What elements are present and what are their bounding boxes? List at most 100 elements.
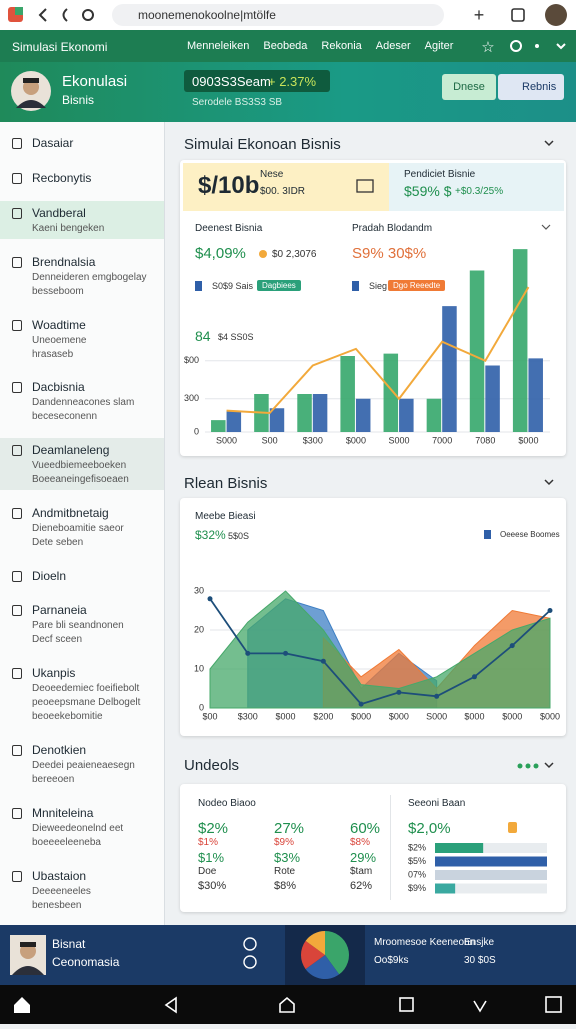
button[interactable]: Dnese bbox=[442, 74, 496, 100]
sidebar-item[interactable]: Mnniteleina Dieweedeonelnd eet boeeeeleene… bbox=[0, 801, 164, 853]
sub-value: 84 bbox=[195, 328, 211, 344]
header-icons: ☆ bbox=[481, 39, 566, 56]
item-desc: Dandenneacones slam bbox=[32, 397, 135, 409]
legend-entry: Sieg bbox=[352, 281, 387, 291]
url-text: moonemenokoolne|mtölfe bbox=[138, 8, 276, 22]
table-cell: Rote bbox=[274, 866, 296, 878]
icon bbox=[12, 870, 22, 882]
nav: Menneleiken Beobeda Rekonia Adeser Agiter bbox=[187, 40, 453, 52]
nav-link[interactable]: Rekonia bbox=[321, 40, 362, 52]
table: $2% 27% 60% $1% $9% $8% $1% $3% 29% Doe Rote $tam $3… bbox=[198, 819, 426, 894]
bottom-right-title: Mroomesoe Keeneonn bbox=[374, 937, 476, 948]
icon bbox=[12, 256, 22, 268]
ticker-box bbox=[184, 70, 330, 92]
item-label: Woadtime bbox=[32, 317, 86, 332]
nav-link[interactable]: Agiter bbox=[424, 40, 454, 52]
ticker-note: Serodele BS3S3 SB bbox=[192, 97, 283, 108]
icon bbox=[12, 605, 22, 617]
item-desc: Uneoemene bbox=[32, 334, 87, 346]
table-cell: $30% bbox=[198, 880, 227, 893]
sidebar-item[interactable]: Deamlaneleng Vueedbiemeeboeken Boeeaneinge… bbox=[0, 438, 164, 491]
kpi-left bbox=[183, 163, 389, 211]
item-label: Dioeln bbox=[32, 568, 67, 583]
item-desc: Kaeni bengeken bbox=[32, 222, 105, 234]
item-label: Dacbisnia bbox=[32, 380, 85, 395]
table-cell: 62% bbox=[350, 880, 373, 893]
table-cell: $3% bbox=[274, 849, 301, 865]
bottom-right-b: 30 $0S bbox=[464, 955, 496, 966]
item-label: Dasaiar bbox=[32, 136, 74, 151]
progress-value: $2,0% bbox=[408, 820, 451, 837]
section-title: Simulai Ekonoan Bisnis bbox=[184, 136, 341, 153]
sidebar-item[interactable]: Ukanpis Deoeedemiec foeifiebolt peoeepsman… bbox=[0, 661, 164, 727]
button[interactable]: Rebnis bbox=[498, 74, 564, 100]
sidebar-item[interactable]: Dasaiar bbox=[0, 131, 164, 155]
item-desc: beoeekebomitie bbox=[32, 711, 103, 723]
legend-entry: S0$9 Sais bbox=[195, 281, 253, 291]
sidebar-item[interactable]: Dacbisnia Dandenneacones slam beceseconenn bbox=[0, 375, 164, 427]
icon bbox=[12, 173, 22, 185]
system-icons bbox=[14, 996, 562, 1014]
table-row: $30% $8% 62% bbox=[198, 879, 426, 894]
sub-note: $4 SS0S bbox=[218, 332, 254, 342]
item-desc: Vueedbiemeeboeken bbox=[32, 460, 127, 472]
icon bbox=[12, 570, 22, 582]
icon bbox=[12, 445, 22, 457]
panel-value: S9% 30$% bbox=[352, 245, 427, 262]
panel-title: Deenest Bisnia bbox=[195, 223, 263, 234]
kpi-right-title: Pendiciet Bisnie bbox=[404, 169, 476, 180]
svg-text:☆: ☆ bbox=[481, 39, 494, 56]
table-row: $1% $9% $8% bbox=[198, 836, 426, 851]
url-bar[interactable]: moonemenokoolne|mtölfe bbox=[112, 4, 444, 26]
item-label: Recbonytis bbox=[32, 171, 92, 186]
table-cell: 27% bbox=[274, 819, 305, 837]
brand: Simulasi Ekonomi bbox=[12, 40, 108, 54]
table-cell: 29% bbox=[350, 849, 377, 865]
item-desc: Deeeeneeles bbox=[32, 885, 91, 897]
bottom-name: Bisnat bbox=[52, 937, 86, 951]
bottom-bar: Bisnat Ceonomasia Mroomesoe Keeneonn Ens… bbox=[0, 925, 576, 985]
table-row: $1% $3% 29% bbox=[198, 850, 426, 865]
divider bbox=[390, 795, 391, 900]
table-row: Doe Rote $tam bbox=[198, 865, 426, 880]
bottom-center bbox=[285, 925, 365, 985]
item-label: Deamlaneleng bbox=[32, 443, 110, 458]
icon bbox=[12, 668, 22, 680]
nav-link[interactable]: Beobeda bbox=[263, 40, 308, 52]
item-label: Brendnalsia bbox=[32, 254, 96, 269]
table-row: $2% 27% 60% bbox=[198, 819, 426, 837]
sidebar-item[interactable]: Brendnalsia Denneideren emgbogelay bessebo… bbox=[0, 250, 164, 302]
nav-link[interactable]: Adeser bbox=[375, 40, 411, 52]
ticker-change: + 2.37% bbox=[268, 74, 317, 89]
sidebar-item[interactable]: Recbonytis bbox=[0, 166, 164, 190]
sidebar-item[interactable]: Ubastaion Deeeeneeles benesbeen bbox=[0, 864, 164, 916]
app-header: Simulasi Ekonomi Menneleiken Beobeda Rekon… bbox=[0, 30, 576, 62]
icon bbox=[12, 382, 22, 394]
panel-note: $0 2,3076 bbox=[272, 249, 317, 260]
section-title: Rlean Bisnis bbox=[184, 475, 268, 492]
table-cell: $8% bbox=[274, 880, 297, 893]
svg-text:+: + bbox=[474, 5, 485, 25]
sidebar-item[interactable]: Denotkien Deedei peaieneaesegn bereeoen bbox=[0, 738, 164, 790]
browser-bar: ☆ + moonemenokoolne|mtölfe bbox=[0, 0, 576, 30]
sidebar-item[interactable]: Woadtime Uneoemene hrasaseb bbox=[0, 313, 164, 365]
sidebar-item[interactable]: Andmitbnetaig Dieneboamitie saeor Dete seb… bbox=[0, 501, 164, 553]
item-desc: Pare bli seandnonen bbox=[32, 620, 124, 632]
system-nav bbox=[0, 985, 576, 1024]
sidebar-item[interactable]: Vandberal Kaeni bengeken bbox=[0, 200, 164, 239]
bottom-role: Ceonomasia bbox=[52, 955, 120, 969]
item-desc: benesbeen bbox=[32, 899, 82, 911]
nav-link[interactable]: Menneleiken bbox=[187, 40, 250, 52]
item-desc: peoeepsmane Delbogelt bbox=[32, 697, 141, 709]
sidebar-item[interactable]: Parnaneia Pare bli seandnonen Decf sceen bbox=[0, 598, 164, 650]
kpi-value: $/10b bbox=[198, 172, 260, 199]
sidebar-item[interactable]: Dioeln bbox=[0, 564, 164, 588]
item-desc: Boeeaneingefisoeaen bbox=[32, 474, 129, 486]
item-desc: bereeoen bbox=[32, 773, 75, 785]
item-desc: Dieneboamitie saeor bbox=[32, 522, 124, 534]
item-label: Parnaneia bbox=[32, 603, 87, 618]
ticker: 0903S3Seam bbox=[192, 74, 271, 89]
table-cell: $8% bbox=[350, 837, 371, 849]
kpi-label: Nese bbox=[260, 169, 284, 180]
